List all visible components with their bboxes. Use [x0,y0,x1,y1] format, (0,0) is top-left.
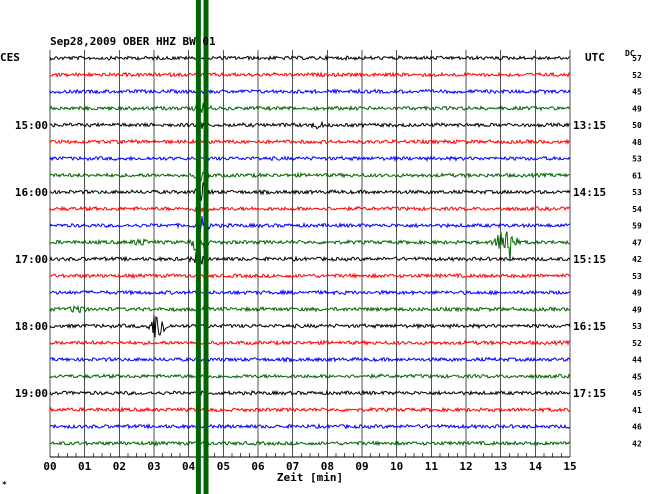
x-tick-label: 13 [494,460,507,473]
trace-line [49,155,571,163]
dc-value: 48 [632,138,642,147]
right-time-label: 14:15 [573,186,606,199]
labels-group: Sep28,2009 OBER HHZ BW 01 CES UTC DC Zei… [0,35,642,489]
trace-line [49,71,571,78]
right-zone-label: UTC [585,51,605,64]
dc-value: 52 [632,339,642,348]
trace-line [49,87,571,95]
traces-group [49,54,571,447]
x-tick-label: 05 [217,460,230,473]
x-tick-label: 09 [355,460,368,473]
x-tick-label: 07 [286,460,299,473]
trace-line [49,373,571,380]
dc-value: 45 [632,372,642,381]
dc-value: 42 [632,255,642,264]
trace-line [49,120,571,130]
dc-value: 57 [632,54,642,63]
dc-value: 45 [632,88,642,97]
dc-label: DC [625,49,635,58]
trace-line [49,356,571,364]
trace-line [49,272,571,280]
left-time-label: 16:00 [15,186,48,199]
dc-value: 49 [632,104,642,113]
trace-line [49,171,571,183]
left-time-label: 15:00 [15,119,48,132]
trace-line [49,389,571,397]
x-tick-label: 06 [251,460,265,473]
dc-value: 53 [632,188,642,197]
trace-line [49,339,571,347]
event-markers [195,0,209,494]
x-tick-label: 10 [390,460,403,473]
chart-title: Sep28,2009 OBER HHZ BW 01 [50,35,216,48]
trace-line [49,288,571,296]
x-tick-label: 15 [563,460,576,473]
trace-line [49,102,571,114]
dc-value: 49 [632,289,642,298]
dc-value: 52 [632,71,642,80]
dc-value: 44 [632,356,642,365]
trace-line [49,231,571,262]
dc-value: 50 [632,121,642,130]
dc-value: 46 [632,423,642,432]
x-tick-label: 01 [78,460,92,473]
left-zone-label: CES [0,51,20,64]
right-time-label: 15:15 [573,253,606,266]
dc-value: 53 [632,322,642,331]
trace-line [49,138,571,146]
trace-line [49,422,571,430]
dc-value: 54 [632,205,642,214]
x-tick-label: 03 [147,460,160,473]
x-tick-label: 00 [43,460,56,473]
trace-line [49,406,571,414]
dc-value: 53 [632,155,642,164]
left-time-label: 19:00 [15,387,48,400]
dc-value: 61 [632,171,642,180]
x-tick-label: 04 [182,460,196,473]
dc-value: 49 [632,305,642,314]
trace-line [49,182,571,202]
trace-line [49,440,571,447]
x-axis-label: Zeit [min] [277,471,343,484]
x-tick-label: 08 [321,460,334,473]
dc-value: 45 [632,389,642,398]
dc-value: 59 [632,222,642,231]
trace-line [49,304,571,314]
dc-value: 41 [632,406,642,415]
left-time-label: 17:00 [15,253,48,266]
x-tick-label: 11 [425,460,439,473]
trace-line [49,315,571,338]
dc-value: 53 [632,272,642,281]
trace-line [49,54,571,62]
trace-line [49,205,571,215]
footer-mark: * [2,480,7,489]
trace-line [49,215,571,233]
right-time-label: 17:15 [573,387,606,400]
left-time-label: 18:00 [15,320,48,333]
x-tick-label: 12 [459,460,472,473]
dc-value: 47 [632,238,642,247]
dc-value: 42 [632,439,642,448]
x-tick-label: 14 [529,460,543,473]
x-tick-label: 02 [113,460,126,473]
right-time-label: 13:15 [573,119,606,132]
right-time-label: 16:15 [573,320,606,333]
grid-lines [49,50,571,458]
trace-line [49,249,571,266]
